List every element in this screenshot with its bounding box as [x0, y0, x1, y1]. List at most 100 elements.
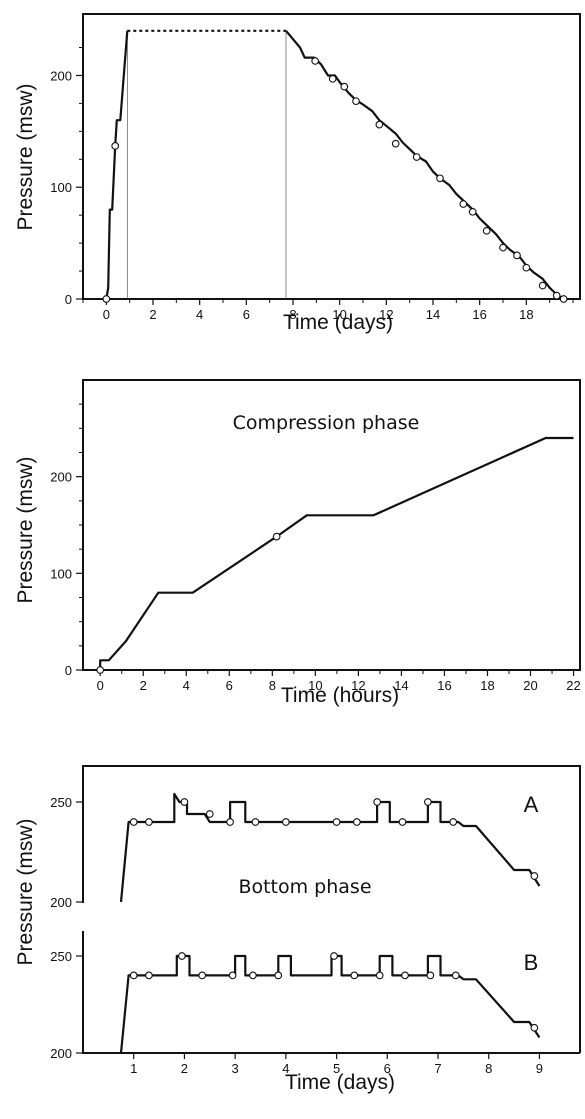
panel-3b-marker	[530, 1023, 539, 1032]
panel-1-x-tick-label: 6	[243, 307, 250, 322]
panel-3a-marker	[145, 818, 153, 826]
panel-3b-marker	[228, 971, 237, 980]
panel-3a-marker	[530, 872, 539, 880]
panel-1-marker	[499, 243, 507, 252]
panel-3b-series-line	[119, 954, 541, 1054]
panel-3b-marker	[274, 971, 283, 980]
panel-1-series-line	[285, 30, 565, 300]
panel-1-marker	[513, 251, 521, 260]
panel-2-x-tick-label: 6	[226, 678, 233, 693]
panel-1-marker	[391, 139, 400, 148]
panel-2-x-tick-label: 14	[394, 678, 408, 693]
panel-3b-marker	[330, 952, 338, 960]
panel-1-marker	[459, 200, 468, 208]
panel-3b-x-tick-label: 8	[485, 1061, 492, 1076]
panel-1-x-tick-label: 16	[472, 307, 486, 322]
panel-1-marker	[522, 263, 531, 272]
panel-1-y-tick-label: 100	[50, 180, 72, 195]
panel-3b-x-tick-label: 7	[434, 1061, 441, 1076]
panel-1-x-tick-label: 18	[519, 307, 533, 322]
panel-1-marker	[375, 120, 384, 129]
panel-1-x-tick-label: 2	[149, 307, 156, 322]
panel-3b-marker	[129, 971, 138, 980]
panel-2-x-tick-label: 4	[183, 678, 190, 693]
panel-3a-y-tick-label: 200	[50, 895, 72, 910]
panel-3b-y-tick-label: 200	[50, 1046, 72, 1061]
panel-1-x-axis-label: Time (days)	[283, 311, 393, 334]
panel-3b-marker	[375, 971, 384, 980]
panel-1-x-tick-label: 10	[332, 307, 346, 322]
panel-3b-marker	[198, 971, 207, 980]
panel-1-x-tick-label: 0	[103, 307, 110, 322]
panel-1-frame	[82, 13, 581, 300]
panel-3b-x-tick-label: 6	[384, 1061, 391, 1076]
panel-3a-marker	[251, 818, 260, 826]
panel-3b-frame	[82, 931, 580, 1054]
panel-3a-marker	[226, 818, 234, 826]
panel-2-x-axis-label: Time (hours)	[281, 684, 399, 707]
panel-1-x-tick-label: 12	[379, 307, 393, 322]
panel-3b-marker	[350, 971, 359, 980]
panel-2-x-tick-label: 10	[308, 678, 322, 693]
panel-2-x-tick-label: 12	[351, 678, 365, 693]
panel-3a-marker	[424, 798, 432, 806]
panel-3a-frame	[82, 765, 581, 1053]
panel-2-y-axis-label: Pressure (msw)	[14, 456, 37, 603]
panel-1-marker	[538, 281, 547, 290]
panel-1-marker	[102, 295, 111, 303]
panel-1-marker	[412, 153, 421, 161]
panel-3b-marker	[451, 971, 460, 980]
panel-3b-marker	[401, 971, 409, 980]
panel-3-annotation: Bottom phase	[238, 876, 371, 898]
panel-1-series-line	[105, 30, 129, 300]
panel-2-y-tick-label: 200	[50, 470, 72, 485]
panel-1-y-axis-label: Pressure (msw)	[14, 83, 37, 230]
panel-2-marker	[96, 666, 105, 674]
panel-3b-marker	[145, 971, 153, 980]
panel-1-marker	[352, 97, 360, 106]
panel-2-x-tick-label: 20	[523, 678, 537, 693]
panel-3a-y-tick-label: 250	[50, 795, 72, 810]
panel-3b-x-tick-label: 4	[282, 1061, 289, 1076]
panel-3b-marker	[249, 971, 257, 980]
panel-3b-y-tick-label: 250	[50, 949, 72, 964]
panel-3b-x-tick-label: 2	[181, 1061, 188, 1076]
panel-3a-marker	[353, 818, 361, 826]
panel-1-y-tick-label: 200	[50, 68, 72, 83]
panel-2-marker	[272, 532, 281, 541]
panel-2-x-tick-label: 8	[269, 678, 276, 693]
panel-3a-marker	[332, 818, 341, 826]
panel-3a-marker	[129, 818, 138, 826]
panel-3b-x-tick-label: 9	[536, 1061, 543, 1076]
panel-2-y-tick-label: 0	[65, 663, 72, 678]
panel-3-y-axis-label: Pressure (msw)	[14, 818, 37, 965]
panel-2-x-tick-label: 18	[480, 678, 494, 693]
panel-1-marker	[482, 226, 491, 235]
panel-3b-x-tick-label: 1	[130, 1061, 137, 1076]
panel-2-annotation: Compression phase	[233, 412, 420, 434]
panel-3b-marker	[426, 971, 435, 980]
panel-1-y-tick-label: 0	[65, 292, 72, 307]
panel-1-marker	[328, 74, 337, 83]
panel-1-x-tick-label: 14	[426, 307, 440, 322]
panel-3a-marker	[205, 810, 214, 818]
panel-1-marker	[340, 82, 349, 91]
panel-3-x-axis-label: Time (days)	[285, 1071, 395, 1094]
panel-2-x-tick-label: 16	[437, 678, 451, 693]
panel-2-x-tick-label: 2	[140, 678, 147, 693]
panel-3a-marker	[449, 818, 458, 826]
panel-1-x-tick-label: 4	[196, 307, 203, 322]
panel-3-bottom-phase: 200 250 200 250 1 2 3 4 5 6 7 8 9 A B Bottom phase…	[14, 765, 581, 1094]
panel-3b-x-tick-label: 3	[232, 1061, 239, 1076]
panel-1-marker	[468, 207, 477, 216]
panel-2-x-tick-label: 0	[97, 678, 104, 693]
panel-3a-marker	[398, 818, 407, 826]
panel-1-marker	[559, 295, 568, 303]
panel-1-x-tick-label: 8	[289, 307, 296, 322]
panel-2-series-line	[99, 436, 574, 670]
panel-3b-letter: B	[524, 950, 539, 975]
panel-2-x-tick-label: 22	[566, 678, 580, 693]
panel-1-marker	[436, 174, 444, 183]
panel-1-overview: 0 2 4 6 8 10 12 14 16 18 0 100 200 Time (days) Pres…	[14, 13, 581, 334]
panel-1-marker	[552, 291, 561, 300]
